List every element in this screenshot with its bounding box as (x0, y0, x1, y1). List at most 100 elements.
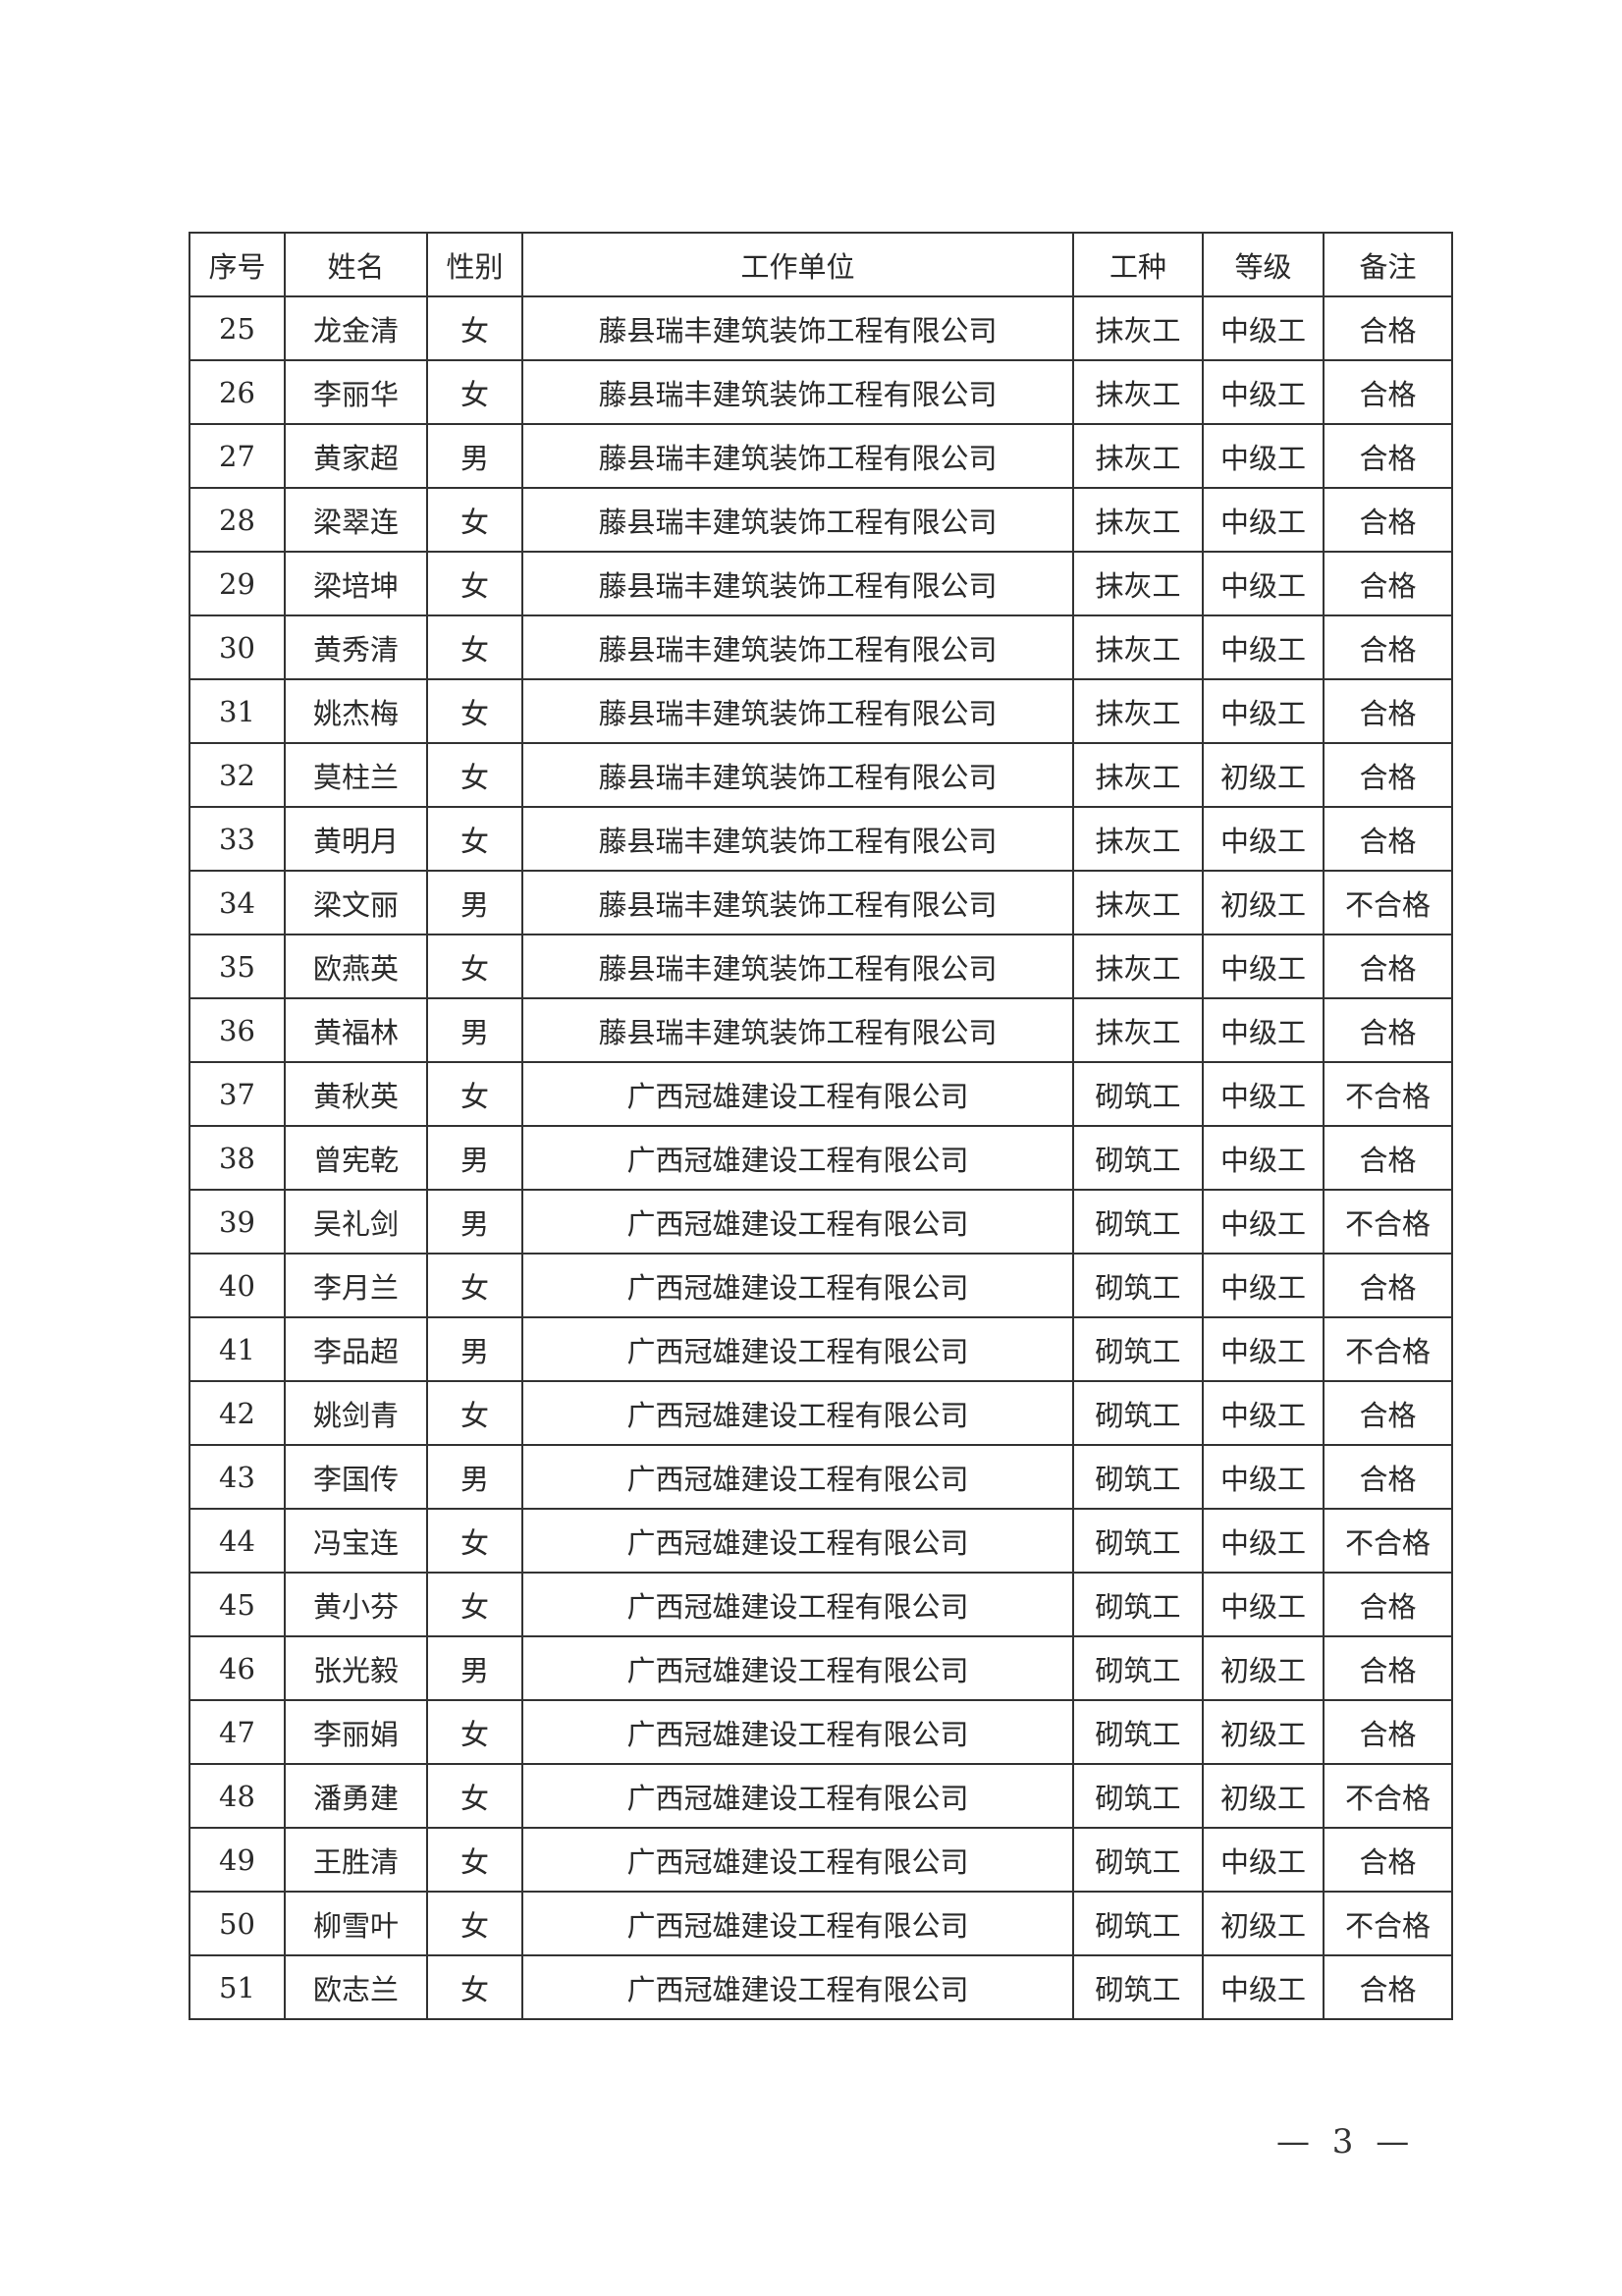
table-row: 31 姚杰梅女藤县瑞丰建筑装饰工程有限公司 抹灰工 中级工 合格 (189, 678, 1453, 744)
cell-name: 莫柱兰 (284, 742, 428, 808)
cell-name: 李品超 (284, 1316, 428, 1382)
table-row: 48 潘勇建女广西冠雄建设工程有限公司 砌筑工 初级工 不合格 (189, 1763, 1453, 1829)
table-row: 39 吴礼剑男广西冠雄建设工程有限公司 砌筑工 中级工 不合格 (189, 1189, 1453, 1255)
cell-remark: 不合格 (1323, 1763, 1453, 1829)
cell-level: 中级工 (1202, 423, 1325, 489)
cell-level: 中级工 (1202, 806, 1325, 872)
cell-gender: 女 (426, 1380, 523, 1446)
cell-remark: 合格 (1323, 1699, 1453, 1765)
cell-remark: 不合格 (1323, 1891, 1453, 1956)
cell-name: 梁翠连 (284, 487, 428, 553)
cell-gender: 男 (426, 1316, 523, 1382)
cell-employer: 广西冠雄建设工程有限公司 (521, 1763, 1074, 1829)
cell-level: 中级工 (1202, 1189, 1325, 1255)
cell-seq: 31 (189, 678, 286, 744)
cell-name: 龙金清 (284, 295, 428, 361)
column-header-name: 姓名 (284, 232, 428, 297)
cell-level: 初级工 (1202, 742, 1325, 808)
cell-gender: 男 (426, 870, 523, 935)
cell-trade: 砌筑工 (1072, 1189, 1204, 1255)
cell-gender: 男 (426, 997, 523, 1063)
cell-employer: 藤县瑞丰建筑装饰工程有限公司 (521, 487, 1074, 553)
cell-trade: 砌筑工 (1072, 1827, 1204, 1893)
cell-seq: 43 (189, 1444, 286, 1510)
cell-seq: 51 (189, 1954, 286, 2020)
cell-trade: 抹灰工 (1072, 997, 1204, 1063)
cell-name: 黄福林 (284, 997, 428, 1063)
table-row: 27 黄家超男藤县瑞丰建筑装饰工程有限公司 抹灰工 中级工 合格 (189, 423, 1453, 489)
cell-remark: 不合格 (1323, 1508, 1453, 1574)
cell-name: 张光毅 (284, 1635, 428, 1701)
table-row: 50 柳雪叶女广西冠雄建设工程有限公司 砌筑工 初级工 不合格 (189, 1891, 1453, 1956)
cell-trade: 抹灰工 (1072, 359, 1204, 425)
cell-seq: 44 (189, 1508, 286, 1574)
table-row: 37 黄秋英女广西冠雄建设工程有限公司 砌筑工 中级工 不合格 (189, 1061, 1453, 1127)
cell-name: 姚剑青 (284, 1380, 428, 1446)
cell-trade: 砌筑工 (1072, 1061, 1204, 1127)
cell-seq: 28 (189, 487, 286, 553)
cell-level: 中级工 (1202, 997, 1325, 1063)
cell-seq: 37 (189, 1061, 286, 1127)
cell-seq: 29 (189, 551, 286, 616)
cell-remark: 合格 (1323, 614, 1453, 680)
cell-name: 柳雪叶 (284, 1891, 428, 1956)
cell-name: 梁培坤 (284, 551, 428, 616)
cell-employer: 广西冠雄建设工程有限公司 (521, 1827, 1074, 1893)
cell-trade: 抹灰工 (1072, 742, 1204, 808)
cell-employer: 藤县瑞丰建筑装饰工程有限公司 (521, 870, 1074, 935)
cell-seq: 35 (189, 934, 286, 999)
cell-remark: 不合格 (1323, 870, 1453, 935)
cell-seq: 26 (189, 359, 286, 425)
cell-seq: 47 (189, 1699, 286, 1765)
table-header-row: 序号 姓名 性别 工作单位 工种 等级 备注 (189, 232, 1453, 297)
cell-gender: 男 (426, 1125, 523, 1191)
cell-name: 黄秀清 (284, 614, 428, 680)
column-header-seq: 序号 (189, 232, 286, 297)
cell-trade: 抹灰工 (1072, 487, 1204, 553)
cell-employer: 广西冠雄建设工程有限公司 (521, 1444, 1074, 1510)
cell-remark: 不合格 (1323, 1189, 1453, 1255)
cell-name: 黄明月 (284, 806, 428, 872)
table-row: 32 莫柱兰女藤县瑞丰建筑装饰工程有限公司 抹灰工 初级工 合格 (189, 742, 1453, 808)
cell-seq: 50 (189, 1891, 286, 1956)
table-row: 42 姚剑青女广西冠雄建设工程有限公司 砌筑工 中级工 合格 (189, 1380, 1453, 1446)
cell-name: 李月兰 (284, 1253, 428, 1318)
table-row: 49 王胜清女广西冠雄建设工程有限公司 砌筑工 中级工 合格 (189, 1827, 1453, 1893)
cell-gender: 男 (426, 1189, 523, 1255)
cell-trade: 抹灰工 (1072, 423, 1204, 489)
cell-employer: 藤县瑞丰建筑装饰工程有限公司 (521, 295, 1074, 361)
cell-trade: 砌筑工 (1072, 1763, 1204, 1829)
cell-gender: 女 (426, 359, 523, 425)
cell-trade: 砌筑工 (1072, 1316, 1204, 1382)
cell-employer: 广西冠雄建设工程有限公司 (521, 1253, 1074, 1318)
cell-name: 欧志兰 (284, 1954, 428, 2020)
cell-employer: 广西冠雄建设工程有限公司 (521, 1125, 1074, 1191)
cell-seq: 49 (189, 1827, 286, 1893)
cell-trade: 砌筑工 (1072, 1125, 1204, 1191)
cell-employer: 藤县瑞丰建筑装饰工程有限公司 (521, 423, 1074, 489)
cell-level: 中级工 (1202, 614, 1325, 680)
cell-remark: 合格 (1323, 934, 1453, 999)
cell-level: 初级工 (1202, 1763, 1325, 1829)
cell-gender: 女 (426, 1954, 523, 2020)
cell-seq: 32 (189, 742, 286, 808)
cell-remark: 合格 (1323, 1635, 1453, 1701)
cell-seq: 30 (189, 614, 286, 680)
cell-level: 中级工 (1202, 359, 1325, 425)
cell-gender: 女 (426, 1891, 523, 1956)
cell-remark: 合格 (1323, 1827, 1453, 1893)
column-header-remark: 备注 (1323, 232, 1453, 297)
cell-gender: 男 (426, 1444, 523, 1510)
cell-gender: 女 (426, 551, 523, 616)
cell-level: 中级工 (1202, 1444, 1325, 1510)
table-row: 43 李国传男广西冠雄建设工程有限公司 砌筑工 中级工 合格 (189, 1444, 1453, 1510)
cell-remark: 合格 (1323, 1954, 1453, 2020)
cell-trade: 砌筑工 (1072, 1954, 1204, 2020)
cell-employer: 广西冠雄建设工程有限公司 (521, 1891, 1074, 1956)
cell-remark: 合格 (1323, 295, 1453, 361)
cell-level: 中级工 (1202, 1954, 1325, 2020)
cell-trade: 砌筑工 (1072, 1508, 1204, 1574)
cell-gender: 女 (426, 742, 523, 808)
cell-level: 中级工 (1202, 1125, 1325, 1191)
table-row: 46 张光毅男广西冠雄建设工程有限公司 砌筑工 初级工 合格 (189, 1635, 1453, 1701)
